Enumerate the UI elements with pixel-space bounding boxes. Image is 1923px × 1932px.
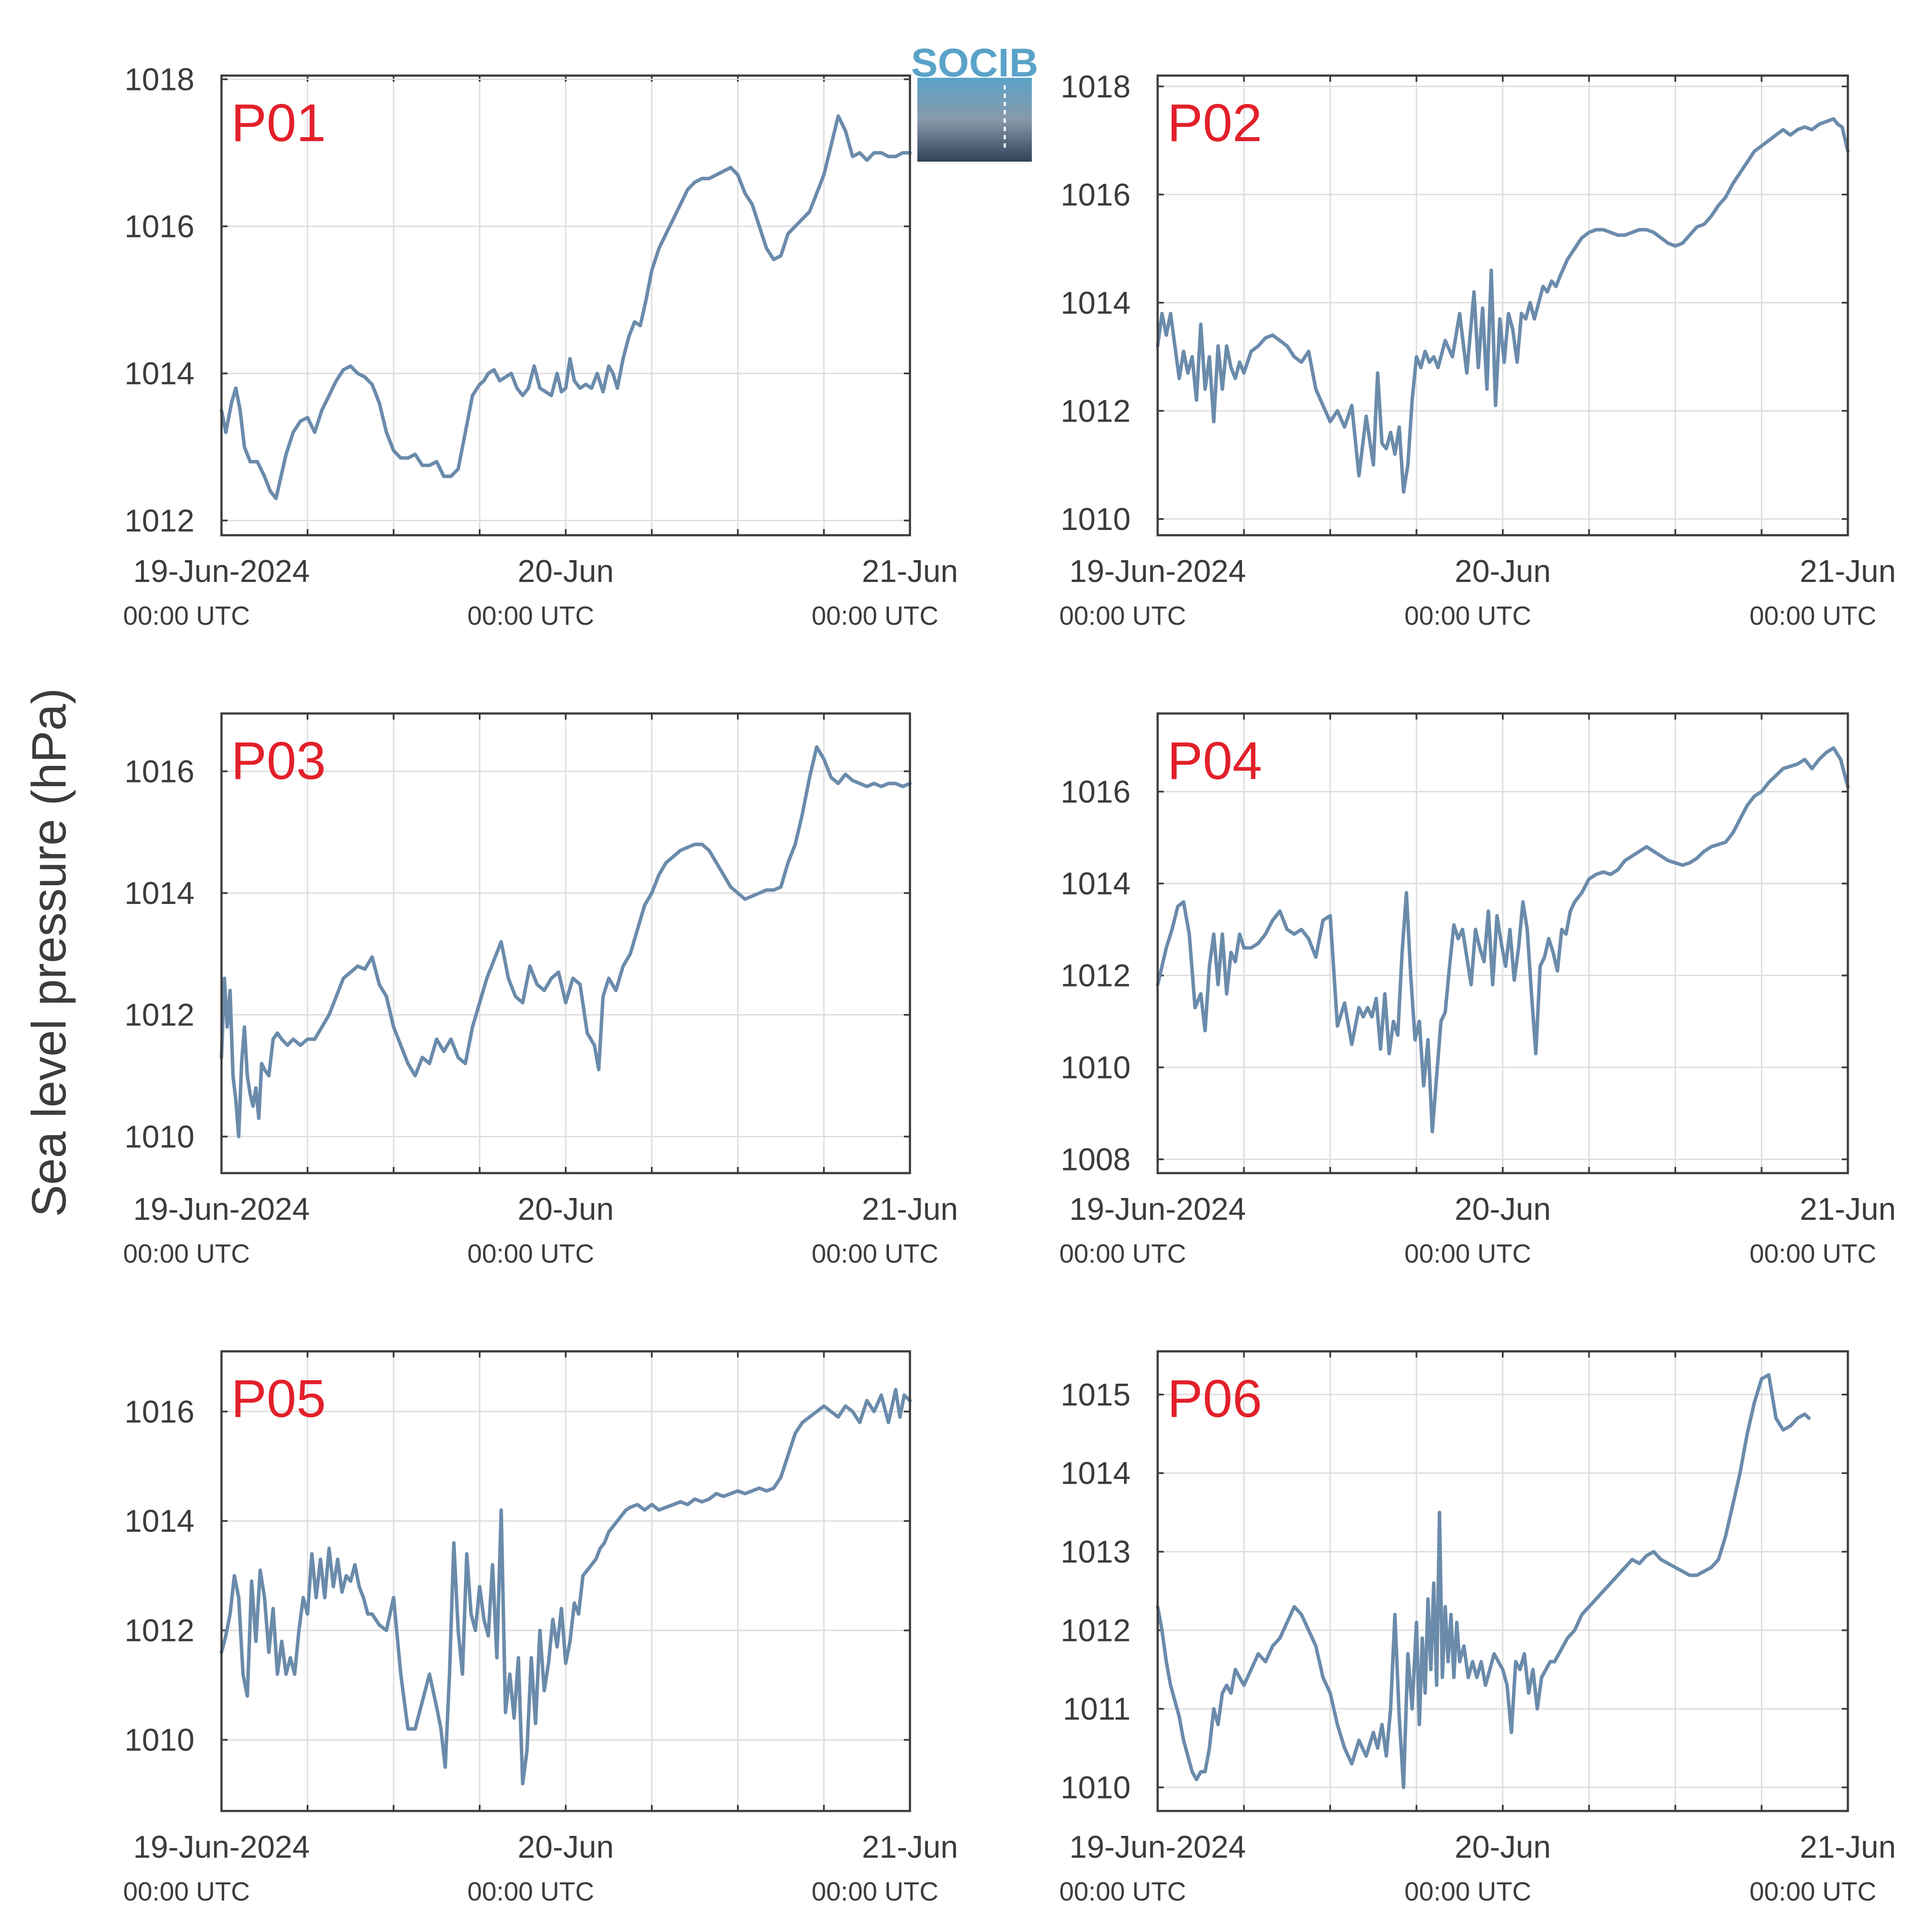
- x-tick-label-time: 00:00 UTC: [1404, 601, 1531, 630]
- panel-label: P06: [1167, 1369, 1262, 1428]
- axes-box: [220, 1350, 911, 1812]
- y-tick-label: 1011: [1063, 1692, 1131, 1727]
- panel-p02: 1010 1012 1014 1016 1018 19-Jun-2024 00:00 UTC…: [1059, 69, 1896, 630]
- y-axis-label: Sea level pressure (hPa): [22, 688, 76, 1217]
- y-tick-label: 1014: [125, 876, 194, 911]
- x-tick-label-date: 20-Jun: [1455, 1192, 1551, 1227]
- y-tick-label: 1012: [1061, 1613, 1131, 1648]
- y-tick-label: 1012: [125, 503, 194, 538]
- x-tick-label-time: 00:00 UTC: [1404, 1239, 1531, 1268]
- x-tick-label-date: 20-Jun: [518, 1192, 614, 1227]
- x-tick-label-time: 00:00 UTC: [1059, 1239, 1186, 1268]
- x-tick-label-time: 00:00 UTC: [467, 1877, 594, 1906]
- x-tick-label-date: 19-Jun-2024: [133, 1830, 310, 1865]
- x-tick-label-time: 00:00 UTC: [1750, 1877, 1876, 1906]
- series-line: [1156, 746, 1850, 1134]
- series-line: [1156, 117, 1850, 494]
- panel-label: P03: [231, 731, 326, 790]
- y-tick-label: 1014: [125, 357, 194, 391]
- y-tick-label: 1012: [125, 998, 194, 1033]
- y-tick-label: 1015: [1061, 1378, 1131, 1413]
- y-tick-label: 1016: [125, 1395, 194, 1430]
- x-tick-label-date: 20-Jun: [518, 554, 614, 589]
- x-tick-label-time: 00:00 UTC: [812, 1239, 938, 1268]
- x-tick-label-date: 19-Jun-2024: [133, 554, 310, 589]
- x-tick-label-date: 21-Jun: [1800, 1830, 1896, 1865]
- y-tick-label: 1008: [1061, 1142, 1131, 1177]
- x-tick-label-date: 20-Jun: [1455, 554, 1551, 589]
- y-tick-label: 1010: [1061, 1050, 1131, 1085]
- y-tick-label: 1014: [1061, 286, 1131, 321]
- x-tick-label-date: 21-Jun: [862, 554, 958, 589]
- panel-label: P02: [1167, 93, 1262, 152]
- panel-p04: 1008 1010 1012 1014 1016 19-Jun-2024 00:00 UTC…: [1059, 712, 1896, 1268]
- y-tick-label: 1016: [1061, 177, 1131, 212]
- x-tick-label-time: 00:00 UTC: [1404, 1877, 1531, 1906]
- panel-label: P05: [231, 1369, 326, 1428]
- axes-box: [220, 74, 911, 537]
- y-tick-label: 1016: [125, 209, 194, 244]
- x-tick-label-time: 00:00 UTC: [1059, 1877, 1186, 1906]
- x-tick-label-time: 00:00 UTC: [467, 601, 594, 630]
- x-tick-label-time: 00:00 UTC: [1750, 601, 1876, 630]
- axes-box: [1156, 712, 1849, 1174]
- x-tick-label-date: 21-Jun: [862, 1830, 958, 1865]
- y-tick-label: 1014: [125, 1504, 194, 1539]
- y-tick-label: 1012: [1061, 959, 1131, 994]
- y-tick-label: 1013: [1061, 1535, 1131, 1570]
- y-tick-label: 1016: [1061, 775, 1131, 810]
- y-tick-label: 1010: [1061, 502, 1131, 537]
- axes-box: [220, 712, 911, 1174]
- socib-logo-mark: [917, 78, 1032, 162]
- y-tick-label: 1012: [1061, 394, 1131, 429]
- socib-logo: SOCIB: [911, 41, 1038, 162]
- x-tick-label-date: 19-Jun-2024: [1069, 1830, 1246, 1865]
- x-tick-label-date: 21-Jun: [862, 1192, 958, 1227]
- y-tick-label: 1016: [125, 754, 194, 789]
- panel-label: P01: [231, 93, 326, 152]
- series-line: [220, 745, 912, 1139]
- y-tick-label: 1018: [125, 62, 194, 97]
- panel-p05: 1010 1012 1014 1016 19-Jun-2024 00:00 UTC 20-J…: [123, 1350, 958, 1906]
- series-line: [1156, 1373, 1811, 1790]
- panel-label: P04: [1167, 731, 1262, 790]
- y-tick-label: 1010: [1061, 1770, 1131, 1805]
- panel-p01: 1012 1014 1016 1018 19-Jun-2024 00:00 UTC 20-J…: [123, 62, 958, 630]
- x-tick-label-time: 00:00 UTC: [123, 601, 250, 630]
- x-tick-label-time: 00:00 UTC: [1059, 601, 1186, 630]
- y-tick-label: 1012: [125, 1613, 194, 1648]
- x-tick-label-date: 21-Jun: [1800, 554, 1896, 589]
- x-tick-label-time: 00:00 UTC: [123, 1877, 250, 1906]
- x-tick-label-date: 20-Jun: [1455, 1830, 1551, 1865]
- x-tick-label-date: 20-Jun: [518, 1830, 614, 1865]
- x-tick-label-time: 00:00 UTC: [812, 1877, 938, 1906]
- y-tick-label: 1014: [1061, 1456, 1131, 1491]
- y-tick-label: 1010: [125, 1119, 194, 1154]
- x-tick-label-date: 19-Jun-2024: [1069, 1192, 1246, 1227]
- series-line: [220, 114, 912, 500]
- x-tick-label-date: 21-Jun: [1800, 1192, 1896, 1227]
- y-tick-label: 1014: [1061, 866, 1131, 901]
- panels: 1012 1014 1016 1018 19-Jun-2024 00:00 UTC 20-J…: [123, 62, 1896, 1906]
- socib-logo-text: SOCIB: [911, 41, 1038, 85]
- axes-box: [1156, 1350, 1849, 1812]
- x-tick-label-time: 00:00 UTC: [812, 601, 938, 630]
- x-tick-label-time: 00:00 UTC: [1750, 1239, 1876, 1268]
- x-tick-label-time: 00:00 UTC: [467, 1239, 594, 1268]
- y-tick-label: 1010: [125, 1723, 194, 1758]
- x-tick-label-date: 19-Jun-2024: [1069, 554, 1246, 589]
- x-tick-label-time: 00:00 UTC: [123, 1239, 250, 1268]
- y-tick-label: 1018: [1061, 69, 1131, 104]
- panel-p06: 1010 1011 1012 1013 1014 1015 19-Jun-2024 00:00…: [1059, 1350, 1896, 1906]
- series-line: [220, 1388, 912, 1786]
- x-tick-label-date: 19-Jun-2024: [133, 1192, 310, 1227]
- panel-p03: 1010 1012 1014 1016 19-Jun-2024 00:00 UTC 20-J…: [123, 712, 958, 1268]
- axes-box: [1156, 74, 1849, 537]
